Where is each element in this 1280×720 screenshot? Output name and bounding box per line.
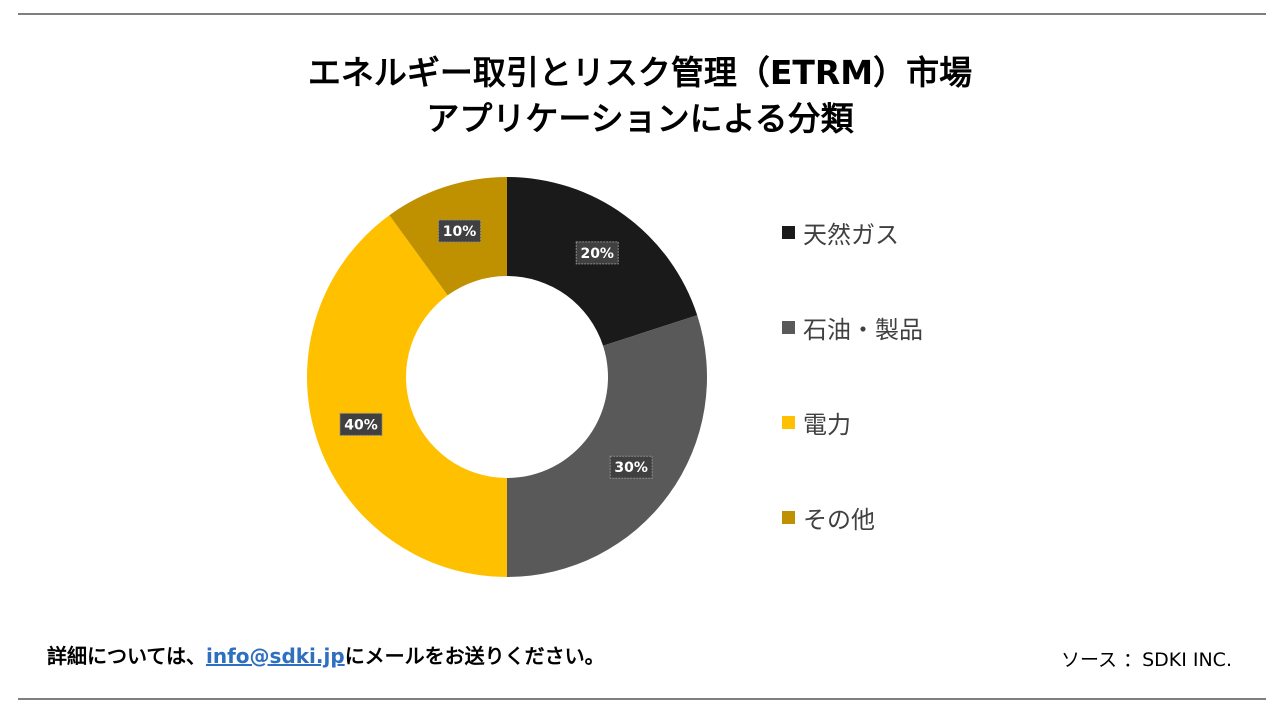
legend-swatch [782,320,795,334]
chart-title-line-2: アプリケーションによる分類 [426,99,854,138]
data-label-text: 10% [443,224,477,240]
donut-slice-oil-products [507,315,707,577]
legend-label: 電力 [803,410,851,439]
contact-note: 詳細については、info@sdki.jpにメールをお送りください。 [47,640,605,669]
data-label-text: 40% [344,417,378,433]
bottom-divider [18,698,1266,700]
legend-item-natural-gas: 天然ガス [782,212,923,252]
legend-swatch [782,510,795,524]
data-label-text: 30% [614,460,648,476]
legend-label: その他 [803,505,875,534]
contact-note-prefix: 詳細については、 [47,644,206,668]
data-label-box [339,412,383,436]
legend-swatch [782,225,795,239]
data-label-box [575,241,619,265]
contact-note-suffix: にメールをお送りください。 [344,644,605,668]
donut-slice-electricity [306,215,507,577]
data-label-electricity: 40% [339,412,383,436]
top-divider [18,13,1266,15]
data-label-natural-gas: 20% [575,241,619,265]
chart-title-line-1: エネルギー取引とリスク管理（ETRM）市場 [307,53,973,92]
legend-label: 天然ガス [803,220,899,249]
legend-item-other: その他 [782,497,923,537]
data-label-other: 10% [438,219,482,243]
legend-swatch [782,415,795,429]
contact-email-link[interactable]: info@sdki.jp [206,644,345,668]
data-label-text: 20% [580,246,614,262]
data-label-oil-products: 30% [609,455,653,479]
data-label-box [609,455,653,479]
chart-legend: 天然ガス石油・製品電力その他 [782,212,923,592]
legend-item-oil-products: 石油・製品 [782,307,923,347]
legend-item-electricity: 電力 [782,402,923,442]
data-label-box [438,219,482,243]
chart-title: エネルギー取引とリスク管理（ETRM）市場 アプリケーションによる分類 [0,50,1280,142]
legend-label: 石油・製品 [803,315,923,344]
source-credit: ソース ：SDKI INC. [1060,649,1232,671]
